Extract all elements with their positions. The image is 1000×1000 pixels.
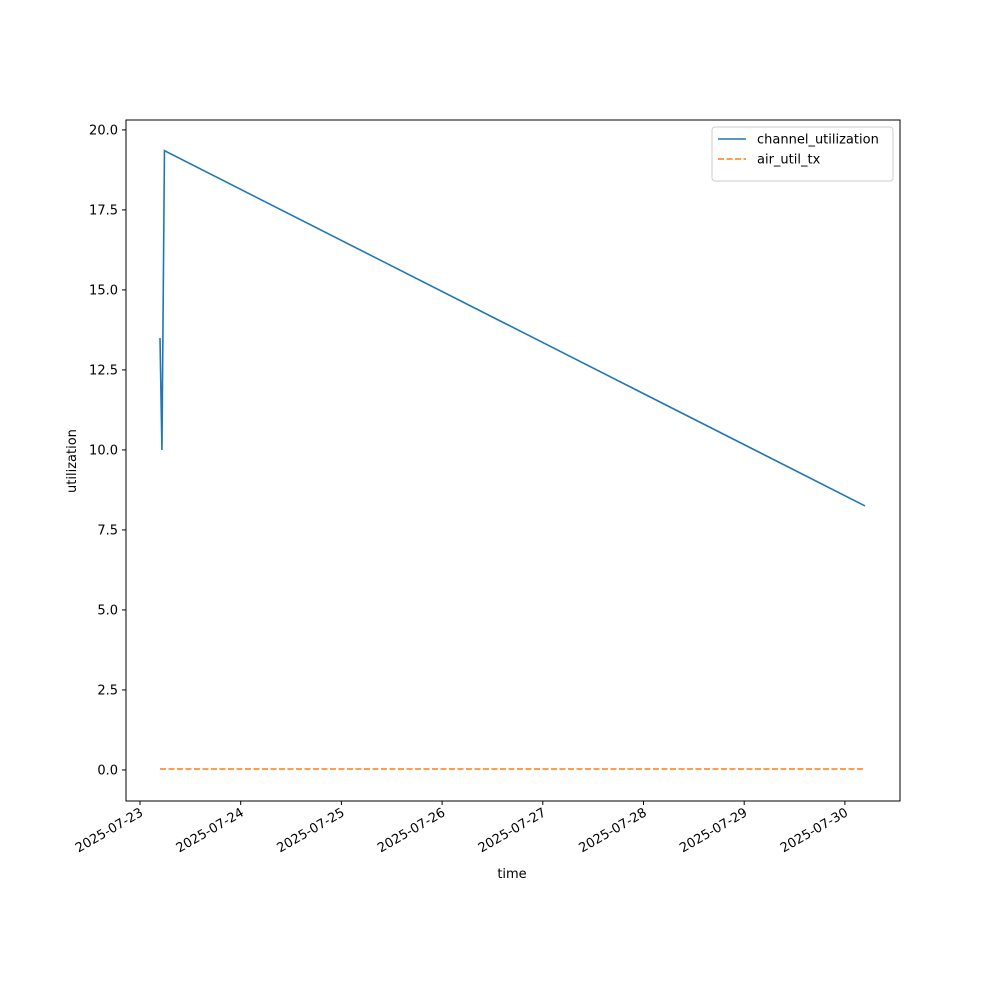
data-line	[159, 149, 866, 507]
x-tick-label: 2025-07-27	[476, 805, 549, 856]
y-tick-label: 20.0	[89, 123, 118, 138]
x-tick-label: 2025-07-25	[274, 805, 347, 856]
x-tick-label: 2025-07-29	[677, 805, 750, 856]
y-tick-label: 17.5	[89, 203, 118, 218]
legend-box	[711, 126, 894, 182]
x-tick-label: 2025-07-24	[174, 805, 247, 856]
legend-label: air_util_tx	[757, 153, 821, 168]
y-tick-label: 2.5	[97, 683, 118, 698]
x-tick-label: 2025-07-30	[778, 805, 851, 856]
y-tick-label: 0.0	[97, 763, 118, 778]
x-axis-label: time	[497, 867, 526, 882]
y-tick-label: 12.5	[89, 363, 118, 378]
x-tick-label: 2025-07-28	[577, 805, 650, 856]
x-tick-label: 2025-07-26	[375, 805, 448, 856]
y-tick-label: 10.0	[89, 443, 118, 458]
y-axis-label: utilization	[65, 429, 80, 493]
y-tick-label: 7.5	[97, 523, 118, 538]
y-tick-label: 5.0	[97, 603, 118, 618]
legend-label: channel_utilization	[757, 133, 879, 148]
plot-frame	[125, 119, 901, 802]
x-tick-label: 2025-07-23	[73, 805, 146, 856]
y-tick-label: 15.0	[89, 283, 118, 298]
